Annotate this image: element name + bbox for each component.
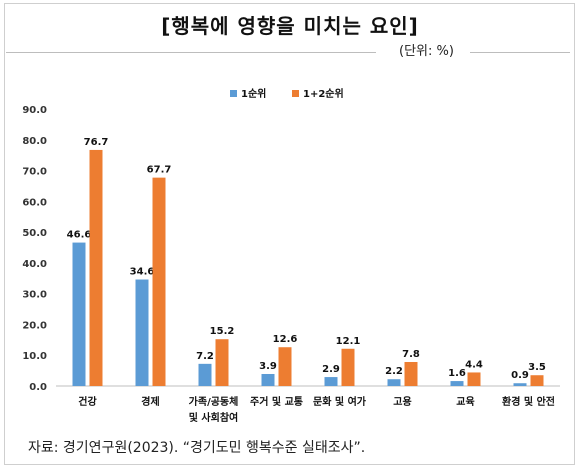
data-label: 76.7 [84,137,109,148]
y-tick-label: 10.0 [22,351,47,362]
y-tick-label: 50.0 [22,228,47,239]
chart-title: [행복에 영향을 미치는 요인] [161,14,419,38]
legend-swatch-2 [292,90,299,97]
bar-rank1 [198,363,212,386]
bar-rank12 [215,339,229,386]
category-label: 가족/공동체 [189,395,239,408]
y-tick-label: 20.0 [22,320,47,331]
data-label: 15.2 [210,326,235,337]
data-label: 7.8 [402,349,420,360]
legend-label-2: 1+2순위 [303,87,344,100]
data-label: 7.2 [196,351,214,362]
bar-rank1 [513,383,527,386]
category-label: 환경 및 안전 [502,395,555,408]
data-label: 12.1 [336,336,361,347]
category-label: 경제 [141,395,159,408]
bar-rank1 [135,279,149,386]
bar-rank1 [324,377,338,386]
data-label: 0.9 [511,370,529,381]
unit-label: (단위: %) [395,40,458,59]
bar-rank12 [278,347,292,386]
data-label: 34.6 [130,267,155,278]
bar-rank1 [450,381,464,386]
title-divider-right [470,52,570,53]
category-label: 및 사회참여 [189,411,238,424]
data-label: 67.7 [147,165,172,176]
legend-swatch-1 [230,90,237,97]
data-label: 46.6 [67,230,92,241]
bar-rank1 [261,373,275,386]
data-label: 12.6 [273,334,298,345]
bar-rank1 [387,379,401,386]
y-tick-label: 60.0 [22,197,47,208]
y-tick-label: 0.0 [29,382,47,393]
bar-rank12 [152,177,166,386]
data-label: 3.5 [528,362,546,373]
bar-rank12 [89,149,103,386]
bar-rank1 [72,242,86,386]
bar-chart: 0.0 10.0 20.0 30.0 40.0 50.0 60.0 70.0 80.0 90.0 1… [22,87,560,424]
y-tick-label: 90.0 [22,105,47,116]
data-label: 1.6 [448,368,466,379]
category-label: 문화 및 여가 [313,395,367,408]
data-label: 2.9 [322,364,340,375]
y-tick-label: 40.0 [22,259,47,270]
data-label: 3.9 [259,361,277,372]
legend-label-1: 1순위 [241,87,266,100]
data-label: 2.2 [385,366,403,377]
category-label: 주거 및 교통 [250,395,303,408]
title-divider-left [6,52,376,53]
category-label: 교육 [456,396,474,408]
y-tick-label: 70.0 [22,167,47,178]
y-tick-label: 30.0 [22,290,47,301]
y-tick-label: 80.0 [22,136,47,147]
data-label: 4.4 [465,359,483,370]
bar-rank12 [467,372,481,386]
bar-rank12 [530,375,544,386]
category-label: 건강 [78,395,97,408]
bar-rank12 [404,361,418,386]
source-note: 자료: 경기연구원(2023). “경기도민 행복수준 실태조사”. [28,440,366,456]
bar-rank12 [341,348,355,386]
category-label: 고용 [393,396,411,408]
